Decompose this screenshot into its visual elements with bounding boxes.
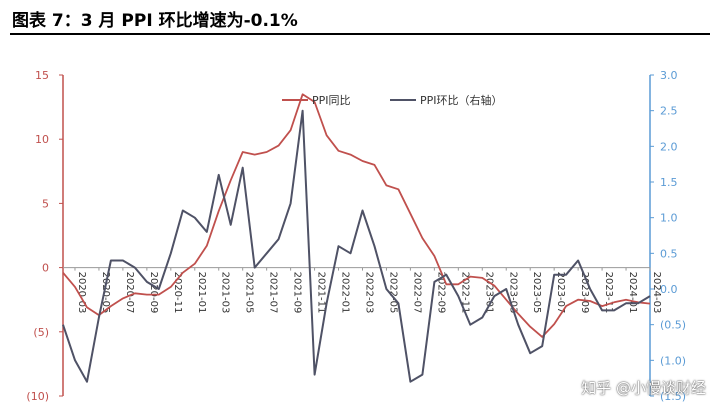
x-axis-tick-label: 2021-03 (220, 272, 231, 314)
x-axis-tick-label: 2022-01 (340, 272, 351, 314)
title-rule (10, 33, 710, 35)
x-axis-tick-label: 2023-03 (507, 272, 518, 314)
left-axis-tick-label: 5 (42, 197, 49, 210)
x-axis-tick-label: 2023-11 (603, 272, 614, 314)
x-axis-tick-label: 2021-11 (316, 272, 327, 314)
x-axis-tick-label: 2022-05 (387, 272, 398, 314)
right-axis-tick-label: 0.0 (660, 283, 678, 296)
ppi-yoy-line (62, 93, 651, 338)
left-axis-tick-label: (5) (33, 326, 49, 339)
x-axis-tick-label: 2020-09 (148, 272, 159, 314)
right-axis-tick-label: (1.5) (660, 390, 686, 403)
right-axis-tick-label: 3.0 (660, 69, 678, 82)
x-axis-tick-label: 2023-07 (555, 272, 566, 314)
x-axis-tick-label: 2022-11 (459, 272, 470, 314)
watermark: 知乎 @小慢谈财经 (581, 379, 706, 397)
x-axis-tick-label: 2020-03 (76, 272, 87, 314)
left-axis-tick-label: 0 (42, 262, 49, 275)
legend-yoy-label: PPI同比 (312, 94, 351, 107)
right-axis-tick-label: 1.0 (660, 212, 678, 225)
right-axis-tick-label: 2.0 (660, 140, 678, 153)
x-axis-tick-label: 2022-07 (411, 272, 422, 314)
x-axis-tick-label: 2024-01 (627, 272, 638, 314)
x-axis-tick-label: 2020-07 (124, 272, 135, 314)
left-axis-tick-label: 10 (35, 133, 49, 146)
x-axis-tick-label: 2021-09 (292, 272, 303, 314)
right-axis-tick-label: 1.5 (660, 176, 678, 189)
x-axis-tick-label: 2022-03 (363, 272, 374, 314)
x-axis-tick-label: 2021-07 (268, 272, 279, 314)
ppi-mom-line (62, 109, 651, 383)
right-axis-tick-label: 0.5 (660, 247, 678, 260)
x-axis-tick-label: 2022-09 (435, 272, 446, 314)
x-axis-tick-label: 2020-05 (100, 272, 111, 314)
right-axis-tick-label: 2.5 (660, 105, 678, 118)
right-axis-tick-label: (0.5) (660, 319, 686, 332)
x-axis-tick-label: 2024-03 (651, 272, 662, 314)
x-axis-tick-label: 2023-01 (483, 272, 494, 314)
x-axis-tick-label: 2023-09 (579, 272, 590, 314)
x-axis-tick-label: 2023-05 (531, 272, 542, 314)
left-axis-tick-label: 15 (35, 69, 49, 82)
legend-mom-label: PPI环比（右轴） (420, 93, 503, 107)
x-axis-tick-label: 2020-11 (172, 272, 183, 314)
page-title: 图表 7：3 月 PPI 环比增速为-0.1% (12, 11, 298, 31)
x-axis-tick-label: 2021-01 (196, 272, 207, 314)
right-axis-tick-label: (1.0) (660, 354, 686, 367)
x-axis-tick-label: 2021-05 (244, 272, 255, 314)
left-axis-tick-label: (10) (26, 390, 49, 403)
